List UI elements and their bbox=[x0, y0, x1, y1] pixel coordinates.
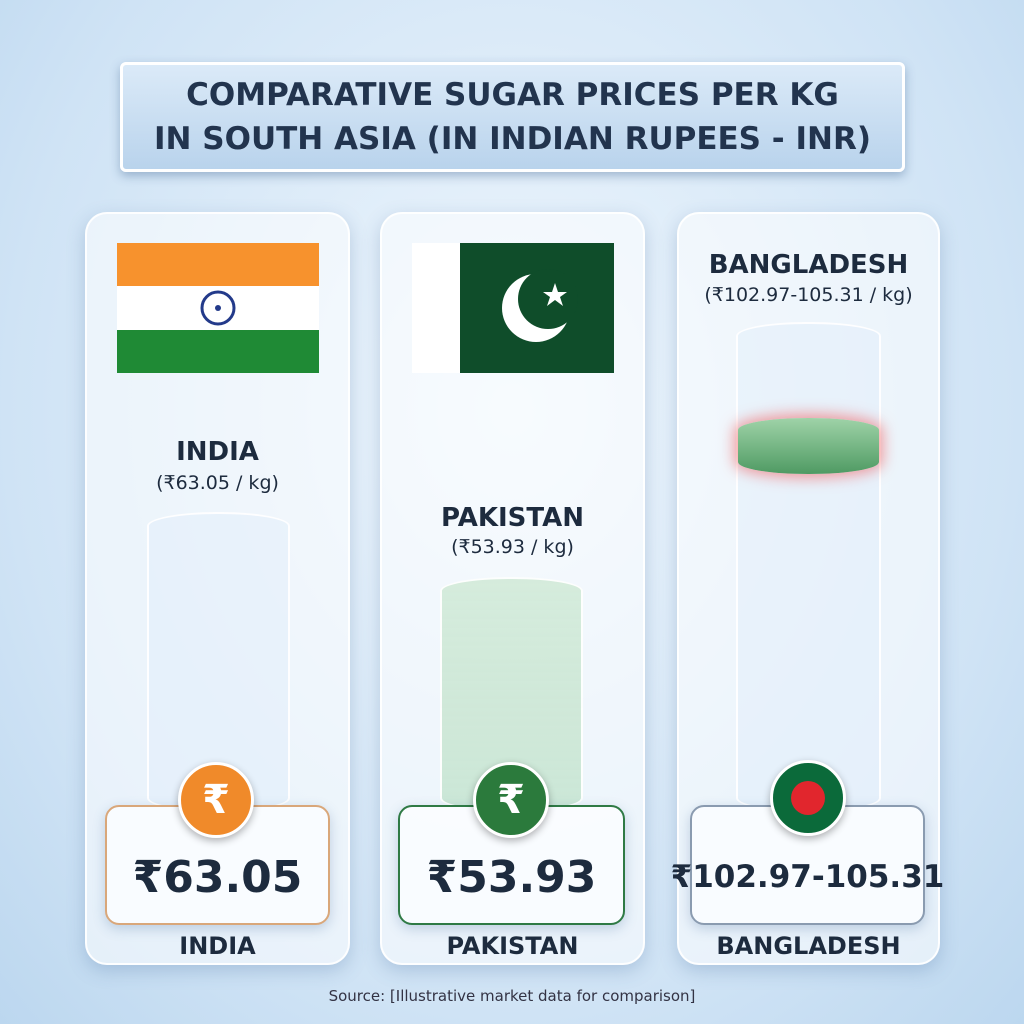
footer-name: PAKISTAN bbox=[446, 932, 579, 960]
price: ₹102.97-105.31 bbox=[670, 859, 945, 895]
price-band bbox=[738, 418, 879, 474]
price-note: (₹63.05 / kg) bbox=[156, 472, 279, 494]
country-name: BANGLADESH bbox=[708, 250, 909, 280]
footer-name: INDIA bbox=[179, 932, 256, 960]
coin: ₹ bbox=[473, 762, 549, 838]
source: Source: [Illustrative market data for co… bbox=[328, 987, 696, 1005]
country-name: PAKISTAN bbox=[441, 503, 584, 533]
title-banner: COMPARATIVE SUGAR PRICES PER KG IN SOUTH… bbox=[120, 62, 905, 172]
price-note: (₹102.97-105.31 / kg) bbox=[704, 284, 913, 306]
cylinder bbox=[736, 322, 881, 812]
bangladesh-coin bbox=[770, 760, 846, 836]
india-flag bbox=[117, 243, 319, 373]
price: ₹53.93 bbox=[426, 851, 597, 903]
price-box: ₹63.05 bbox=[105, 805, 330, 925]
footer-name: BANGLADESH bbox=[716, 932, 901, 960]
country-name: INDIA bbox=[176, 437, 259, 467]
pakistan-flag bbox=[412, 243, 614, 373]
price: ₹63.05 bbox=[132, 851, 303, 903]
title-line: COMPARATIVE SUGAR PRICES PER KG bbox=[186, 77, 839, 113]
title-line: IN SOUTH ASIA (IN INDIAN RUPEES - INR) bbox=[154, 121, 871, 157]
coin: ₹ bbox=[178, 762, 254, 838]
price-note: (₹53.93 / kg) bbox=[451, 536, 574, 558]
